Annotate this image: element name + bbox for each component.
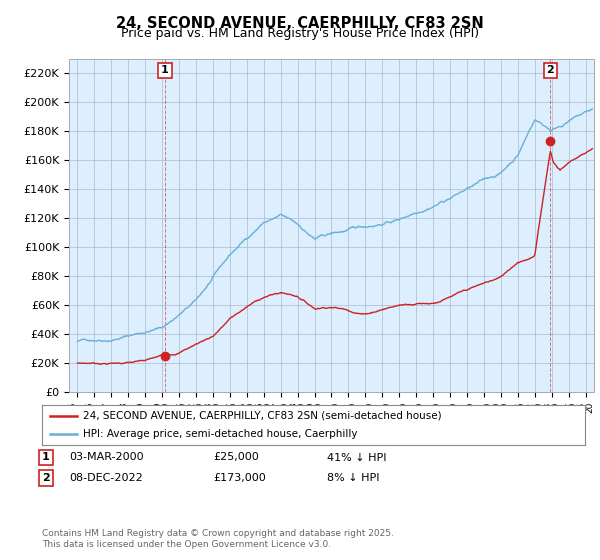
Text: 8% ↓ HPI: 8% ↓ HPI — [327, 473, 380, 483]
Text: 1: 1 — [42, 452, 50, 463]
Text: 08-DEC-2022: 08-DEC-2022 — [69, 473, 143, 483]
Text: 2: 2 — [547, 66, 554, 76]
Text: This data is licensed under the Open Government Licence v3.0.: This data is licensed under the Open Gov… — [42, 540, 331, 549]
Text: £173,000: £173,000 — [213, 473, 266, 483]
Text: 2: 2 — [42, 473, 50, 483]
Text: 03-MAR-2000: 03-MAR-2000 — [69, 452, 143, 463]
Text: 24, SECOND AVENUE, CAERPHILLY, CF83 2SN (semi-detached house): 24, SECOND AVENUE, CAERPHILLY, CF83 2SN … — [83, 411, 442, 421]
Text: 24, SECOND AVENUE, CAERPHILLY, CF83 2SN: 24, SECOND AVENUE, CAERPHILLY, CF83 2SN — [116, 16, 484, 31]
Text: Price paid vs. HM Land Registry's House Price Index (HPI): Price paid vs. HM Land Registry's House … — [121, 27, 479, 40]
Text: 1: 1 — [161, 66, 169, 76]
Text: £25,000: £25,000 — [213, 452, 259, 463]
Text: Contains HM Land Registry data © Crown copyright and database right 2025.: Contains HM Land Registry data © Crown c… — [42, 529, 394, 538]
Text: 41% ↓ HPI: 41% ↓ HPI — [327, 452, 386, 463]
Text: HPI: Average price, semi-detached house, Caerphilly: HPI: Average price, semi-detached house,… — [83, 430, 357, 439]
